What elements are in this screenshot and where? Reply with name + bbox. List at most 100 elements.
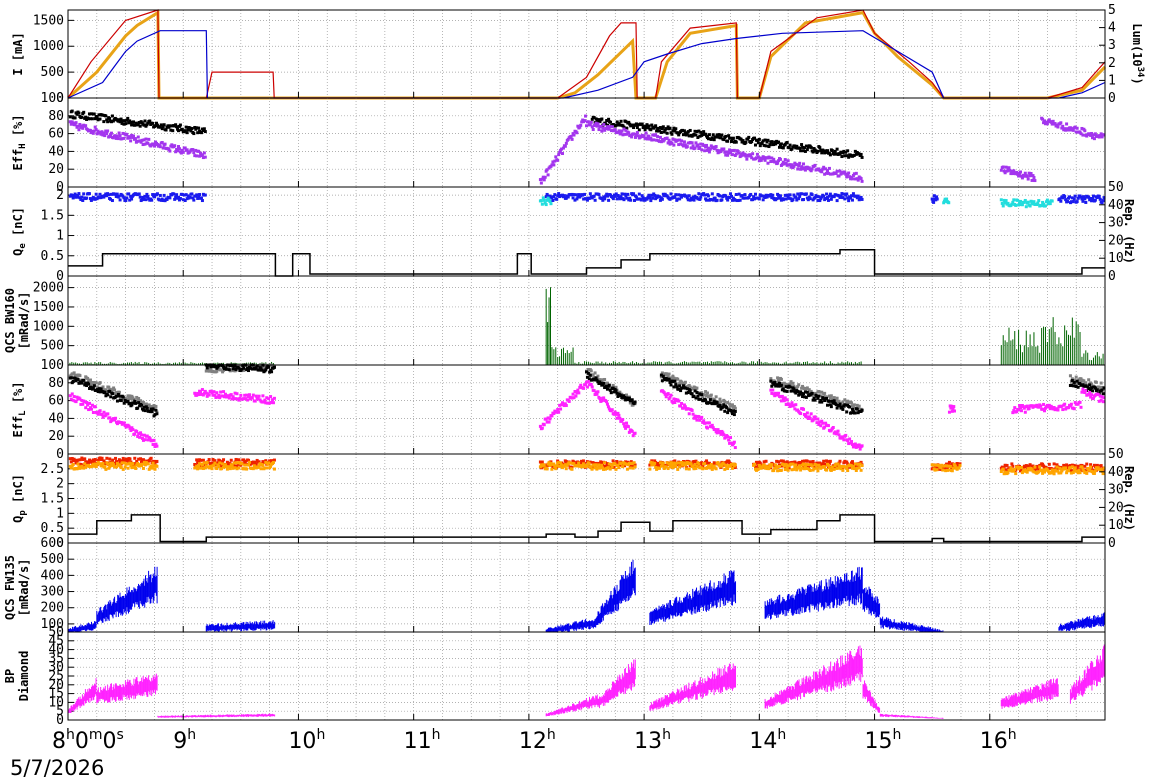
scatter-point (114, 416, 118, 420)
scatter-point (801, 395, 805, 399)
scatter-point (844, 433, 848, 437)
scatter-point (742, 196, 746, 200)
scatter-point (133, 137, 137, 141)
scatter-point (82, 466, 86, 470)
scatter-point (843, 154, 847, 158)
scatter-point (560, 152, 564, 156)
scatter-point (860, 179, 864, 183)
scatter-point (659, 196, 663, 200)
scatter-point (817, 394, 821, 398)
scatter-point (1059, 199, 1063, 203)
scatter-point (780, 381, 784, 385)
scatter-point (730, 466, 734, 470)
scatter-point (218, 459, 222, 463)
scatter-point (141, 143, 145, 147)
scatter-point (118, 120, 122, 124)
scatter-point (643, 136, 647, 140)
scatter-point (671, 374, 675, 378)
scatter-point (791, 198, 795, 202)
ytick-label: 80 (48, 376, 64, 391)
scatter-point (1019, 174, 1023, 178)
scatter-point (90, 117, 94, 121)
scatter-point (757, 137, 761, 141)
scatter-point (153, 467, 157, 471)
scatter-point (1002, 169, 1006, 173)
scatter-point (176, 129, 180, 133)
scatter-point (576, 195, 580, 199)
y2tick-label: 2 (1108, 56, 1116, 71)
scatter-point (592, 194, 596, 198)
scatter-point (611, 386, 615, 390)
scatter-point (729, 409, 733, 413)
scatter-point (90, 403, 94, 407)
scatter-point (729, 194, 733, 198)
scatter-point (160, 141, 164, 145)
scatter-point (726, 467, 730, 471)
scatter-point (235, 392, 239, 396)
scatter-point (682, 140, 686, 144)
scatter-point (615, 391, 619, 395)
scatter-point (150, 466, 154, 470)
scatter-point (610, 125, 614, 129)
scatter-point (1092, 471, 1096, 475)
ytick-label: 60 (48, 127, 64, 142)
scatter-point (829, 468, 833, 472)
scatter-point (231, 369, 235, 373)
scatter-point (572, 193, 576, 197)
scatter-point (581, 193, 585, 197)
scatter-point (1003, 201, 1007, 205)
scatter-point (782, 197, 786, 201)
scatter-point (573, 198, 577, 202)
scatter-point (930, 197, 934, 201)
scatter-point (622, 125, 626, 129)
scatter-point (1044, 120, 1048, 124)
scatter-point (585, 370, 588, 374)
scatter-point (836, 462, 840, 466)
scatter-point (550, 163, 554, 167)
scatter-point (584, 383, 588, 387)
scatter-point (585, 375, 589, 379)
ytick-label: 0 (56, 91, 64, 106)
scatter-point (195, 458, 199, 462)
scatter-point (795, 198, 799, 202)
scatter-point (694, 416, 698, 420)
scatter-point (87, 112, 91, 116)
scatter-point (820, 151, 824, 155)
scatter-point (1066, 466, 1070, 470)
scatter-point (852, 403, 856, 407)
scatter-point (784, 385, 788, 389)
scatter-point (626, 425, 630, 429)
scatter-point (711, 401, 715, 405)
scatter-point (781, 160, 785, 164)
scatter-point (669, 383, 673, 387)
scatter-point (704, 390, 708, 394)
scatter-point (1058, 466, 1062, 470)
y2tick-label: 5 (1108, 3, 1116, 18)
scatter-point (1101, 199, 1105, 203)
scatter-point (158, 125, 162, 129)
scatter-point (1061, 408, 1065, 412)
scatter-point (764, 193, 768, 197)
scatter-point (125, 397, 129, 401)
scatter-point (853, 177, 857, 181)
scatter-point (739, 137, 743, 141)
scatter-point (803, 465, 807, 469)
scatter-point (769, 377, 773, 381)
scatter-point (220, 464, 224, 468)
scatter-point (699, 130, 703, 134)
scatter-point (78, 466, 82, 470)
scatter-point (200, 153, 204, 157)
scatter-point (183, 199, 187, 203)
scatter-point (612, 390, 616, 394)
scatter-point (832, 467, 836, 471)
scatter-point (214, 463, 218, 467)
scatter-point (105, 390, 109, 394)
scatter-point (637, 192, 641, 196)
scatter-point (671, 466, 675, 470)
scatter-point (733, 153, 737, 157)
scatter-point (1019, 406, 1023, 410)
scatter-point (945, 197, 949, 201)
scatter-point (628, 401, 632, 405)
scatter-point (110, 389, 114, 393)
scatter-point (683, 463, 687, 467)
